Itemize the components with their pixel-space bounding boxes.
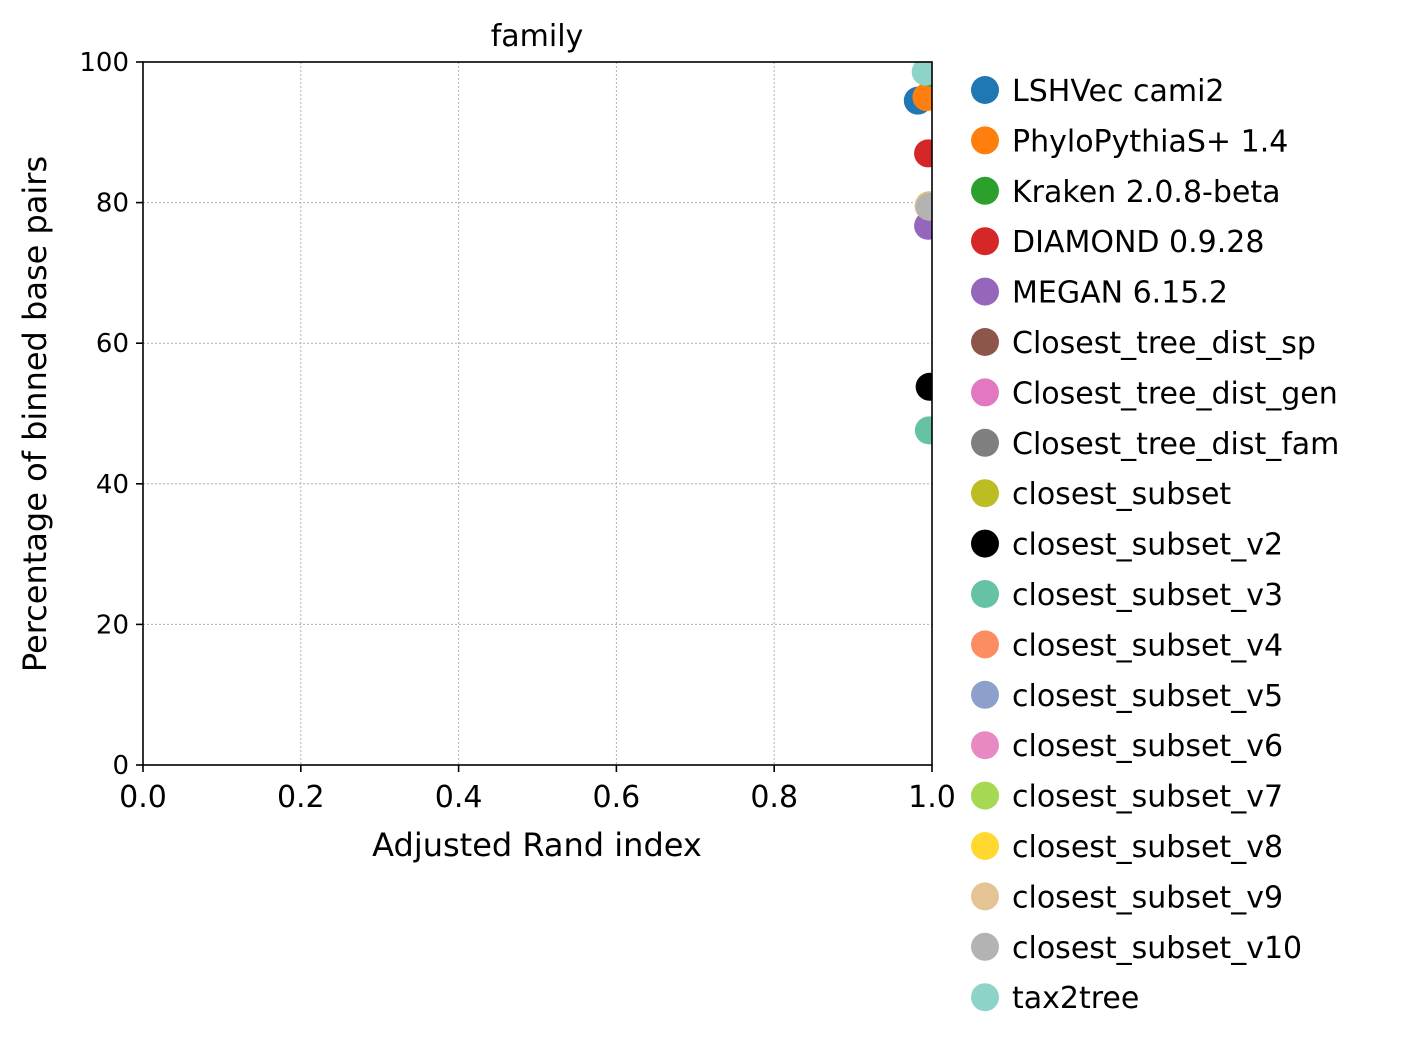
legend-label: Closest_tree_dist_gen	[1012, 376, 1338, 411]
legend-label: PhyloPythiaS+ 1.4	[1012, 124, 1288, 159]
chart-title: family	[491, 19, 584, 54]
data-point	[915, 192, 932, 221]
legend-label: closest_subset_v10	[1012, 931, 1302, 966]
data-point	[912, 83, 932, 112]
data-point	[914, 416, 932, 445]
legend-label: closest_subset_v9	[1012, 880, 1283, 915]
legend-marker	[971, 479, 999, 508]
legend-marker	[971, 781, 999, 810]
legend-label: closest_subset_v2	[1012, 528, 1283, 563]
legend-label: Closest_tree_dist_sp	[1012, 326, 1316, 361]
legend-label: closest_subset_v3	[1012, 578, 1283, 613]
data-points	[903, 62, 932, 445]
legend-marker	[971, 76, 999, 104]
legend-marker	[971, 428, 999, 457]
x-axis-label: Adjusted Rand index	[372, 826, 702, 864]
legend-marker	[971, 580, 999, 608]
x-tick-label: 0.0	[119, 780, 167, 815]
legend-label: MEGAN 6.15.2	[1012, 276, 1228, 311]
legend-marker	[971, 832, 999, 860]
legend-label: LSHVec cami2	[1012, 74, 1225, 109]
legend-label: DIAMOND 0.9.28	[1012, 225, 1264, 260]
y-tick-label: 80	[96, 189, 129, 219]
legend: LSHVec cami2 PhyloPythiaS+ 1.4 Kraken 2.0.…	[971, 74, 1339, 1016]
plot-frame	[142, 61, 933, 766]
legend-marker	[971, 680, 999, 709]
y-tick-label: 100	[79, 48, 129, 78]
legend-label: closest_subset_v6	[1012, 729, 1283, 764]
legend-marker	[971, 126, 999, 155]
legend-marker	[971, 227, 999, 256]
legend-marker	[971, 630, 999, 659]
x-tick-label: 0.2	[277, 780, 325, 815]
legend-label: closest_subset_v4	[1012, 628, 1283, 663]
legend-label: Closest_tree_dist_fam	[1012, 427, 1339, 462]
legend-marker	[971, 932, 999, 961]
data-point	[911, 62, 932, 86]
x-tick-label: 0.6	[593, 780, 641, 815]
legend-label: closest_subset_v5	[1012, 679, 1283, 714]
axis-ticks: 0.0 0.2 0.4 0.6 0.8 1.0 0 20 40 60 80 100	[79, 48, 956, 815]
legend-marker	[971, 176, 999, 205]
legend-marker	[971, 983, 999, 1012]
x-tick-label: 0.8	[750, 780, 798, 815]
legend-marker	[971, 882, 999, 911]
legend-label: Kraken 2.0.8-beta	[1012, 175, 1281, 210]
y-axis-label: Percentage of binned base pairs	[16, 156, 54, 672]
legend-label: tax2tree	[1012, 981, 1139, 1016]
x-tick-label: 1.0	[908, 780, 956, 815]
legend-marker	[971, 328, 999, 356]
grid-lines	[143, 62, 932, 765]
legend-label: closest_subset	[1012, 477, 1231, 512]
legend-marker	[971, 277, 999, 306]
data-point	[915, 372, 932, 401]
y-tick-label: 20	[96, 610, 129, 640]
legend-marker	[971, 378, 999, 407]
y-tick-label: 40	[96, 470, 129, 500]
x-tick-label: 0.4	[435, 780, 483, 815]
legend-marker	[971, 529, 999, 558]
y-tick-label: 60	[96, 329, 129, 359]
data-point	[914, 139, 932, 168]
legend-label: closest_subset_v7	[1012, 780, 1283, 815]
y-tick-label: 0	[112, 751, 129, 781]
legend-label: closest_subset_v8	[1012, 830, 1283, 865]
legend-marker	[971, 731, 999, 760]
